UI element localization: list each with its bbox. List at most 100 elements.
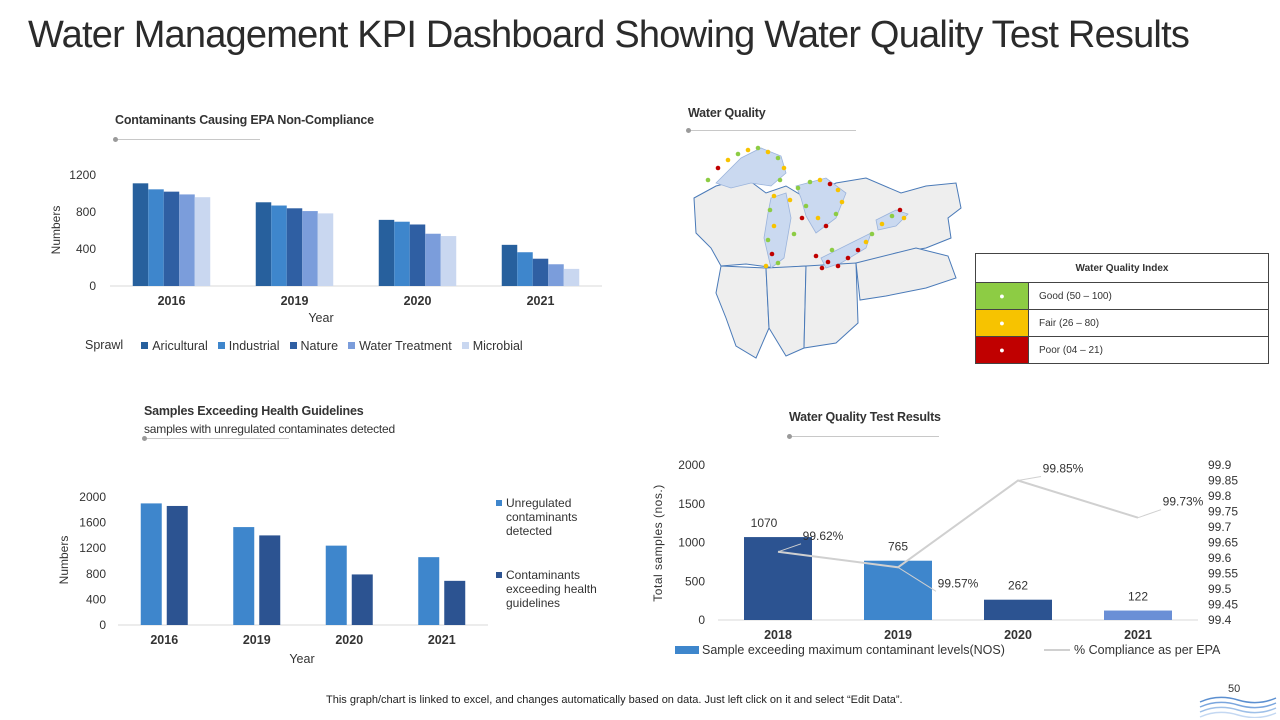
samples-y-tick: 400	[86, 592, 106, 606]
contaminants-bar[interactable]	[563, 268, 580, 286]
wqi-row-poor: ● Poor (04 – 21)	[975, 336, 1269, 364]
legend-label: Industrial	[228, 338, 280, 353]
contaminants-underline	[113, 137, 260, 142]
compliance-label: 99.73%	[1163, 495, 1204, 509]
contaminants-bar[interactable]	[409, 224, 426, 286]
contaminants-section-title: Contaminants Causing EPA Non-Compliance	[115, 113, 374, 127]
test-results-legend-swatch	[675, 646, 699, 654]
compliance-leader-line	[897, 566, 937, 592]
contaminants-legend: Sprawl Aricultural Industrial Nature Water T…	[85, 338, 533, 353]
samples-bar[interactable]	[325, 545, 347, 625]
monitoring-site-dot	[863, 239, 869, 245]
test-results-y2-tick: 99.8	[1208, 489, 1232, 503]
monitoring-site-dot	[715, 165, 721, 171]
samples-chart[interactable]: 0 400 800 1200 1600 2000 2016 2019 2020 2021 Unr…	[40, 480, 640, 670]
monitoring-site-dot	[845, 255, 851, 261]
test-results-y-tick: 1500	[678, 497, 705, 511]
contaminants-bar[interactable]	[425, 233, 441, 286]
map-region-east-central	[803, 262, 859, 349]
monitoring-site-dot	[827, 181, 833, 187]
test-results-y2-tick: 99.4	[1208, 613, 1232, 627]
samples-x-tick: 2021	[428, 633, 456, 647]
contaminants-y-axis-label: Numbers	[49, 206, 63, 255]
contaminants-bar[interactable]	[271, 205, 287, 286]
monitoring-site-dot	[735, 151, 741, 157]
contaminants-bar[interactable]	[132, 183, 149, 286]
contaminants-bar[interactable]	[148, 189, 164, 286]
test-results-bar[interactable]	[744, 537, 812, 620]
contaminants-legend-item: Aricultural	[141, 339, 208, 353]
samples-bar[interactable]	[351, 574, 373, 625]
contaminants-y-tick: 0	[89, 279, 96, 293]
contaminants-bar[interactable]	[255, 202, 272, 286]
contaminants-bar[interactable]	[317, 213, 334, 286]
monitoring-site-dot	[839, 199, 845, 205]
contaminants-bar[interactable]	[163, 191, 180, 286]
contaminants-x-tick: 2020	[404, 294, 432, 308]
monitoring-site-dot	[819, 265, 825, 271]
contaminants-legend-item: Microbial	[461, 339, 523, 353]
compliance-label: 99.62%	[803, 529, 844, 543]
lake-superior	[715, 147, 787, 189]
test-results-bar[interactable]	[1104, 610, 1172, 620]
compliance-leader-line	[1137, 509, 1162, 519]
compliance-leader-line	[1017, 476, 1042, 481]
samples-y-tick: 1600	[79, 516, 106, 530]
legend-label: Aricultural	[152, 338, 208, 353]
legend-label: Water Treatment	[359, 338, 452, 353]
legend-label: Nature	[300, 338, 339, 353]
samples-legend-label: exceeding health	[506, 582, 597, 596]
test-results-bar[interactable]	[864, 560, 932, 620]
samples-bar[interactable]	[140, 503, 162, 625]
monitoring-site-dot	[799, 215, 805, 221]
test-results-y2-tick: 99.75	[1208, 505, 1238, 519]
contaminants-bar[interactable]	[548, 264, 564, 286]
samples-bar[interactable]	[444, 580, 466, 625]
test-results-y-tick: 1000	[678, 536, 705, 550]
contaminants-legend-item: Water Treatment	[348, 339, 452, 353]
poor-label: Poor (04 – 21)	[1028, 336, 1269, 364]
test-results-bar[interactable]	[984, 599, 1052, 620]
contaminants-x-tick: 2019	[281, 294, 309, 308]
contaminants-bar[interactable]	[378, 219, 395, 286]
samples-legend-label: Contaminants	[506, 568, 580, 582]
samples-x-axis-label: Year	[289, 652, 314, 666]
monitoring-site-dot	[813, 253, 819, 259]
monitoring-site-dot	[835, 263, 841, 269]
monitoring-site-dot	[777, 177, 783, 183]
samples-legend-label: contaminants	[506, 510, 577, 524]
samples-bar[interactable]	[259, 535, 281, 625]
contaminants-bar[interactable]	[532, 258, 549, 286]
good-label: Good (50 – 100)	[1028, 282, 1269, 310]
samples-bar[interactable]	[233, 527, 255, 625]
wqi-row-fair: ● Fair (26 – 80)	[975, 309, 1269, 337]
contaminants-chart[interactable]: 0 400 800 1200 2016 2019 2020 2021 Numbers Yea…	[40, 160, 620, 370]
contaminants-bar[interactable]	[302, 211, 318, 286]
test-results-y2-tick: 99.45	[1208, 598, 1238, 612]
compliance-line[interactable]	[777, 479, 1139, 569]
contaminants-bar[interactable]	[179, 194, 195, 286]
test-results-x-tick: 2019	[884, 628, 912, 642]
monitoring-site-dot	[725, 157, 731, 163]
footer-note: This graph/chart is linked to excel, and…	[326, 694, 903, 706]
samples-legend-swatch	[496, 572, 502, 578]
test-results-y-tick: 2000	[678, 458, 705, 472]
contaminants-x-tick: 2016	[158, 294, 186, 308]
samples-bar[interactable]	[166, 505, 188, 625]
contaminants-bar[interactable]	[440, 236, 457, 286]
contaminants-bar[interactable]	[286, 208, 303, 286]
contaminants-bar[interactable]	[394, 221, 410, 286]
test-results-bar-label: 262	[1008, 579, 1028, 593]
test-results-y2-tick: 99.7	[1208, 520, 1232, 534]
test-results-y2-tick: 99.65	[1208, 536, 1238, 550]
contaminants-bar[interactable]	[517, 252, 533, 286]
samples-bar[interactable]	[418, 557, 440, 625]
test-results-bar-label: 122	[1128, 590, 1148, 604]
monitoring-site-dot	[869, 231, 875, 237]
contaminants-bar[interactable]	[501, 244, 518, 286]
test-results-y2-tick: 99.5	[1208, 582, 1232, 596]
contaminants-bar[interactable]	[194, 197, 211, 286]
samples-legend-label: Unregulated	[506, 496, 571, 510]
test-results-chart[interactable]: 1070 765 262 122 99.62% 99.57% 99.85% 99.73% 0…	[640, 455, 1265, 665]
monitoring-site-dot	[771, 223, 777, 229]
